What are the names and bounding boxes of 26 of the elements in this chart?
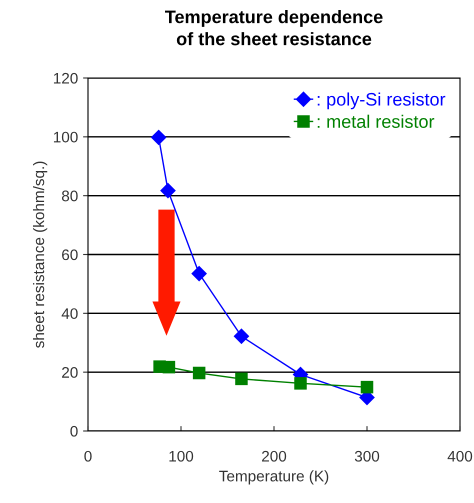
x-tick-label: 400: [448, 450, 472, 462]
y-tick-label: 60: [62, 249, 78, 260]
point: [162, 360, 176, 374]
point: [234, 328, 250, 344]
point: [235, 372, 248, 386]
y-tick-label: 120: [54, 72, 78, 84]
x-tick-label: 300: [354, 450, 380, 462]
x-axis-title: Temperature (K): [219, 470, 328, 484]
y-tick-label: 80: [62, 190, 78, 202]
point: [151, 130, 166, 145]
y-tick-label: 100: [54, 132, 78, 143]
legend-label: : metal resistor: [318, 114, 434, 128]
x-tick-label: 200: [262, 450, 286, 462]
point: [360, 380, 374, 394]
y-tick-label: 40: [62, 308, 78, 320]
point: [294, 377, 307, 390]
x-tick-label: 0: [84, 450, 92, 462]
y-tick-label: 20: [62, 367, 78, 378]
x-tick-label: 100: [169, 450, 194, 462]
y-tick-label: 0: [70, 426, 78, 437]
legend-label: : poly-Si resistor: [318, 92, 446, 110]
point: [192, 266, 207, 282]
chart-title: Temperature dependence of the sheet resistance: [165, 10, 383, 46]
point: [160, 183, 176, 198]
point: [192, 366, 206, 380]
y-axis-title: sheet resistance (kohm/sq.): [32, 162, 48, 348]
